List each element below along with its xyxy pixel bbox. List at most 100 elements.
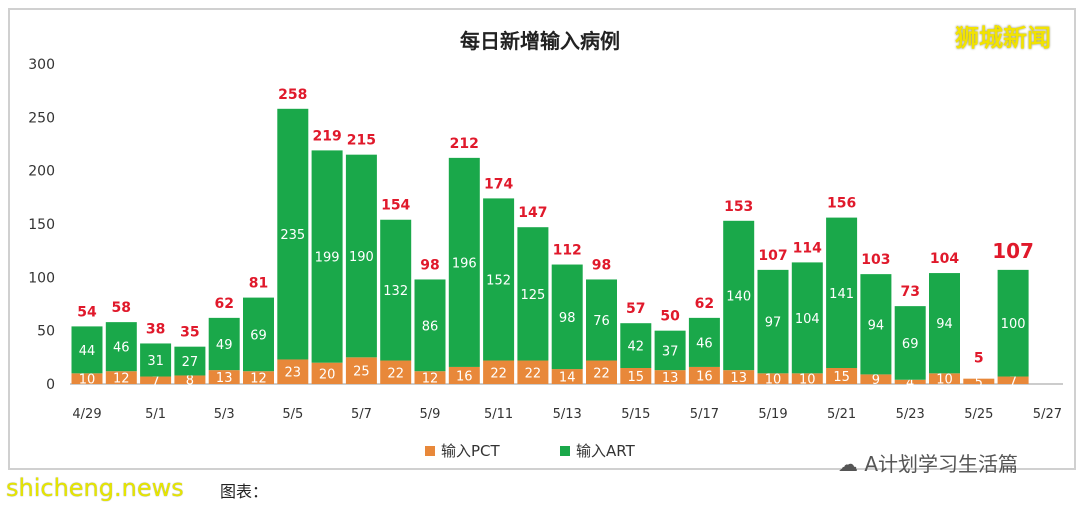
bar-art — [105, 322, 137, 372]
bar-value-label: 22 — [490, 366, 507, 381]
total-label: 154 — [381, 198, 410, 214]
bar-pct — [791, 373, 823, 384]
chart-title: 每日新增输入病例 — [460, 29, 620, 53]
bar-art — [380, 219, 412, 361]
bar-art — [311, 150, 343, 363]
bar-pct — [174, 375, 206, 384]
bar-value-label: 46 — [696, 336, 713, 351]
total-label: 35 — [180, 325, 199, 341]
bar-pct — [277, 359, 309, 384]
bar-art — [860, 274, 892, 375]
total-label: 57 — [626, 301, 645, 317]
bar-art — [277, 108, 309, 360]
bar-value-label: 7 — [1009, 374, 1017, 389]
bar-value-label: 13 — [216, 371, 233, 386]
x-tick-label: 5/15 — [621, 407, 650, 422]
bar-value-label: 235 — [280, 228, 305, 243]
total-label: 258 — [278, 87, 307, 103]
total-label: 38 — [146, 321, 165, 337]
bar-art — [894, 306, 926, 380]
y-tick-label: 0 — [46, 377, 55, 393]
x-tick-label: 5/25 — [964, 407, 993, 422]
bar-value-label: 8 — [186, 374, 194, 389]
bar-value-label: 190 — [349, 250, 374, 265]
total-label: 73 — [900, 284, 919, 300]
bar-value-label: 98 — [559, 311, 576, 326]
bar-art — [551, 264, 583, 370]
total-label: 81 — [249, 276, 268, 292]
bar-value-label: 37 — [662, 344, 679, 359]
bar-art — [586, 279, 617, 361]
total-label: 156 — [827, 196, 856, 212]
chart-frame — [8, 8, 1076, 470]
total-label: 114 — [793, 240, 822, 256]
bar-pct — [517, 360, 549, 384]
bar-value-label: 22 — [387, 366, 404, 381]
bar-value-label: 97 — [765, 316, 782, 331]
bar-art — [620, 323, 652, 368]
bar-pct — [380, 360, 412, 384]
bar-art — [140, 343, 172, 377]
bar-value-label: 46 — [113, 341, 130, 356]
bar-art — [826, 217, 858, 368]
bar-art — [414, 279, 446, 372]
total-label: 58 — [112, 300, 131, 316]
bar-value-label: 76 — [593, 314, 610, 329]
y-tick-label: 150 — [28, 217, 55, 233]
bar-value-label: 4 — [906, 376, 914, 391]
bar-pct — [551, 369, 583, 384]
legend-swatch — [560, 446, 570, 456]
bar-art — [723, 220, 755, 371]
bar-pct — [654, 370, 686, 384]
bar-value-label: 94 — [936, 317, 953, 332]
legend-label: 输入ART — [576, 442, 636, 460]
total-label: 104 — [930, 251, 959, 267]
bar-pct — [997, 376, 1029, 384]
total-label: 5 — [974, 351, 984, 367]
bar-value-label: 23 — [285, 366, 302, 381]
bar-value-label: 10 — [765, 373, 782, 388]
bar-value-label: 9 — [872, 373, 880, 388]
bar-value-label: 44 — [79, 344, 96, 359]
total-label: 147 — [518, 205, 547, 221]
y-tick-label: 50 — [37, 324, 55, 340]
footer-caption: 图表： — [220, 482, 269, 501]
bar-pct — [963, 378, 995, 384]
bar-value-label: 104 — [795, 312, 820, 327]
x-tick-label: 5/13 — [553, 407, 582, 422]
bar-art — [654, 330, 686, 371]
bar-value-label: 13 — [730, 371, 747, 386]
y-tick-label: 100 — [28, 270, 55, 286]
total-label: 112 — [553, 243, 582, 259]
bar-value-label: 86 — [422, 319, 439, 334]
bar-value-label: 199 — [315, 251, 340, 266]
bar-value-label: 14 — [559, 371, 576, 386]
bar-value-label: 132 — [383, 284, 408, 299]
x-tick-label: 5/3 — [214, 407, 235, 422]
bar-value-label: 12 — [113, 372, 130, 387]
bar-value-label: 16 — [456, 369, 473, 384]
bar-value-label: 10 — [936, 373, 953, 388]
bar-pct — [688, 366, 720, 384]
watermark-bottom-right: ☁ A计划学习生活篇 — [838, 452, 1019, 476]
bar-pct — [894, 379, 926, 384]
x-tick-label: 5/23 — [896, 407, 925, 422]
bar-value-label: 12 — [250, 372, 267, 387]
bar-art — [71, 326, 103, 374]
bar-pct — [586, 360, 617, 384]
total-label: 98 — [420, 257, 439, 273]
bar-value-label: 16 — [696, 369, 713, 384]
bar-pct — [860, 374, 892, 384]
x-tick-label: 5/17 — [690, 407, 719, 422]
x-tick-label: 5/11 — [484, 407, 513, 422]
bar-value-label: 141 — [829, 287, 854, 302]
bar-value-label: 27 — [182, 355, 199, 370]
bar-value-label: 10 — [799, 373, 816, 388]
bar-pct — [105, 371, 137, 384]
bar-value-label: 42 — [628, 340, 645, 355]
bar-pct — [483, 360, 515, 384]
total-label: 153 — [724, 199, 753, 215]
bar-value-label: 20 — [319, 367, 336, 382]
bar-value-label: 49 — [216, 338, 233, 353]
